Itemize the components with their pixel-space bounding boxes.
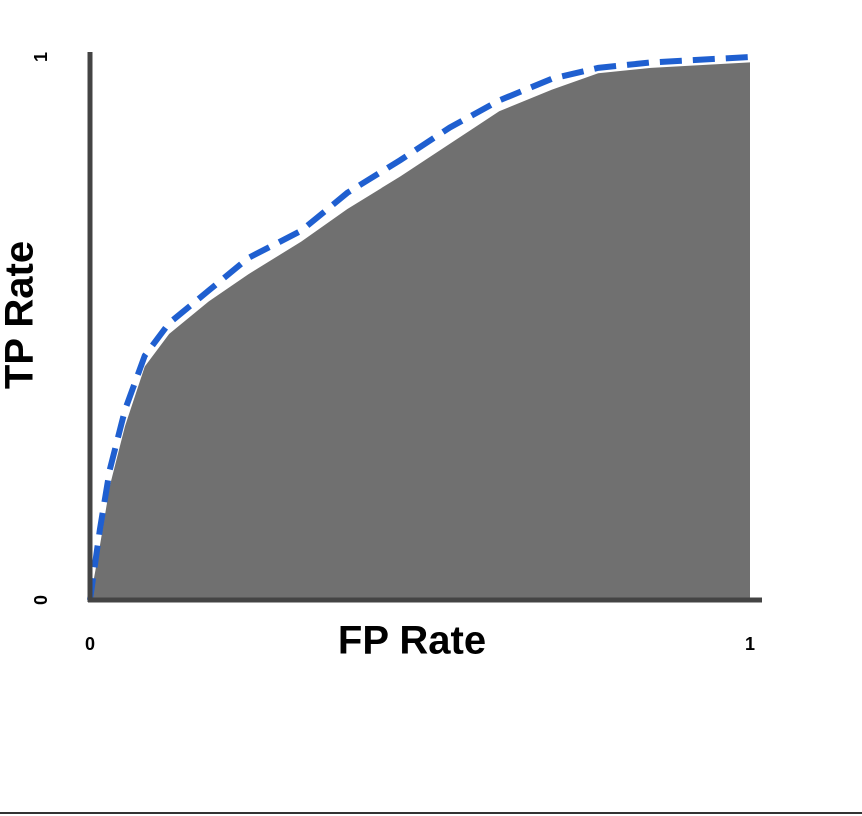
line <box>87 54 751 601</box>
y-tick-label: 1 <box>31 52 51 62</box>
x-tick-label: 0 <box>85 634 95 654</box>
x-tick-label: 1 <box>745 634 755 654</box>
y-axis-label: TP Rate <box>0 241 42 389</box>
y-tick-label: 0 <box>31 595 51 605</box>
x-axis-label: FP Rate <box>338 619 486 663</box>
area <box>90 62 750 601</box>
